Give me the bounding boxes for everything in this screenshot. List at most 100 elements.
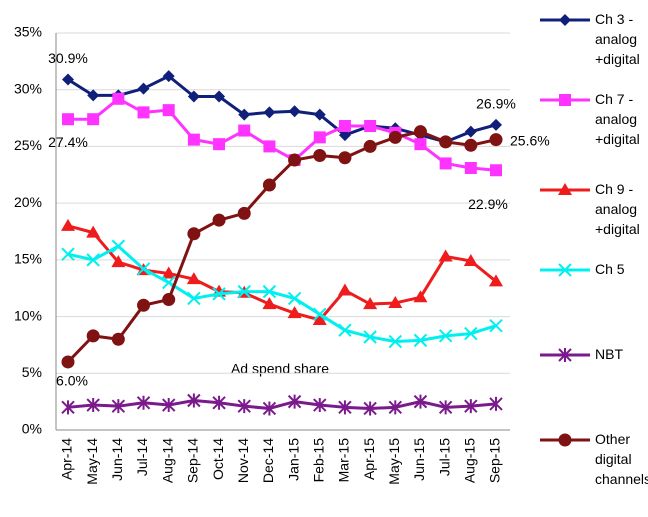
y-tick-label: 15% — [14, 251, 42, 267]
marker — [363, 330, 377, 344]
marker — [187, 291, 201, 306]
marker — [559, 14, 571, 26]
x-tick-label: Nov-14 — [235, 438, 251, 483]
marker — [464, 399, 478, 414]
x-tick-label: Aug-14 — [159, 438, 175, 483]
marker — [61, 400, 75, 415]
x-tick-label: Mar-15 — [336, 438, 352, 483]
series-line — [66, 130, 497, 363]
marker — [111, 399, 126, 414]
marker — [212, 213, 226, 227]
marker — [413, 394, 428, 409]
marker — [363, 297, 378, 310]
marker — [337, 283, 352, 296]
data-label: 30.9% — [48, 50, 88, 66]
marker — [162, 70, 175, 83]
marker — [137, 82, 150, 95]
legend-line-text: analog — [595, 31, 637, 47]
marker — [558, 348, 572, 362]
marker — [238, 108, 251, 121]
legend-label: Ch 3 - analog +digital — [595, 11, 640, 67]
marker — [489, 318, 503, 333]
x-tick-label: Apr-15 — [361, 438, 377, 480]
marker — [338, 323, 352, 337]
marker — [187, 133, 200, 146]
data-label: 25.6% — [510, 132, 550, 148]
x-tick-label: Jul-15 — [436, 438, 452, 476]
marker — [338, 400, 352, 415]
marker — [262, 297, 277, 310]
marker — [187, 227, 201, 241]
marker — [187, 393, 201, 408]
marker — [464, 125, 477, 138]
marker — [490, 164, 502, 177]
marker — [86, 398, 100, 413]
x-tick-label: Jul-14 — [134, 438, 150, 476]
legend-line-text: +digital — [595, 221, 640, 237]
marker — [87, 113, 100, 126]
legend-line-text: Ch 3 - — [595, 11, 633, 27]
marker — [288, 105, 301, 118]
marker — [263, 140, 276, 153]
y-tick-label: 5% — [22, 364, 42, 380]
legend-line-text: NBT — [595, 346, 623, 362]
marker — [338, 151, 352, 165]
marker — [388, 295, 403, 308]
marker — [287, 394, 302, 409]
series-line — [67, 244, 497, 344]
marker — [439, 157, 452, 170]
marker — [363, 401, 377, 416]
marker — [439, 135, 453, 149]
marker — [86, 329, 100, 343]
marker — [111, 255, 126, 268]
marker — [61, 247, 75, 261]
marker — [438, 400, 453, 415]
marker — [489, 274, 503, 287]
series-line — [67, 74, 497, 144]
marker — [136, 395, 151, 410]
marker — [62, 113, 74, 126]
marker — [312, 312, 327, 325]
legend-label: Ch 7 - analog +digital — [595, 91, 640, 147]
y-tick-label: 30% — [14, 80, 42, 96]
marker — [111, 332, 125, 346]
marker — [162, 104, 175, 117]
marker — [414, 138, 427, 151]
marker — [413, 125, 427, 139]
marker — [112, 92, 125, 105]
legend-line-text: channels — [595, 471, 648, 487]
legend-label: NBT — [595, 346, 623, 362]
marker — [558, 263, 572, 277]
y-tick-label: 25% — [14, 137, 42, 153]
x-tick-label: Jun-15 — [411, 438, 427, 481]
marker — [464, 326, 478, 341]
marker — [489, 133, 503, 147]
marker — [213, 90, 226, 103]
x-tick-label: Feb-15 — [310, 438, 326, 483]
marker — [288, 153, 302, 167]
x-tick-label: Apr-14 — [59, 438, 75, 480]
marker — [262, 401, 277, 416]
legend-line-text: Ch 7 - — [595, 91, 633, 107]
marker — [413, 333, 428, 348]
marker — [137, 106, 150, 119]
marker — [262, 284, 277, 299]
annotation: Ad spend share — [231, 361, 329, 377]
marker — [490, 118, 502, 131]
marker — [388, 400, 403, 415]
marker — [364, 120, 377, 133]
marker — [558, 433, 572, 447]
marker — [313, 398, 327, 413]
legend-line-text: digital — [595, 451, 632, 467]
data-label: 26.9% — [476, 96, 516, 112]
marker — [438, 329, 453, 343]
marker — [489, 396, 503, 411]
x-tick-label: May-15 — [386, 438, 402, 485]
marker — [287, 306, 302, 319]
marker — [237, 206, 251, 220]
marker — [464, 138, 478, 152]
legend-line-text: +digital — [595, 51, 640, 67]
legend-line-text: analog — [595, 111, 637, 127]
marker — [313, 131, 326, 144]
